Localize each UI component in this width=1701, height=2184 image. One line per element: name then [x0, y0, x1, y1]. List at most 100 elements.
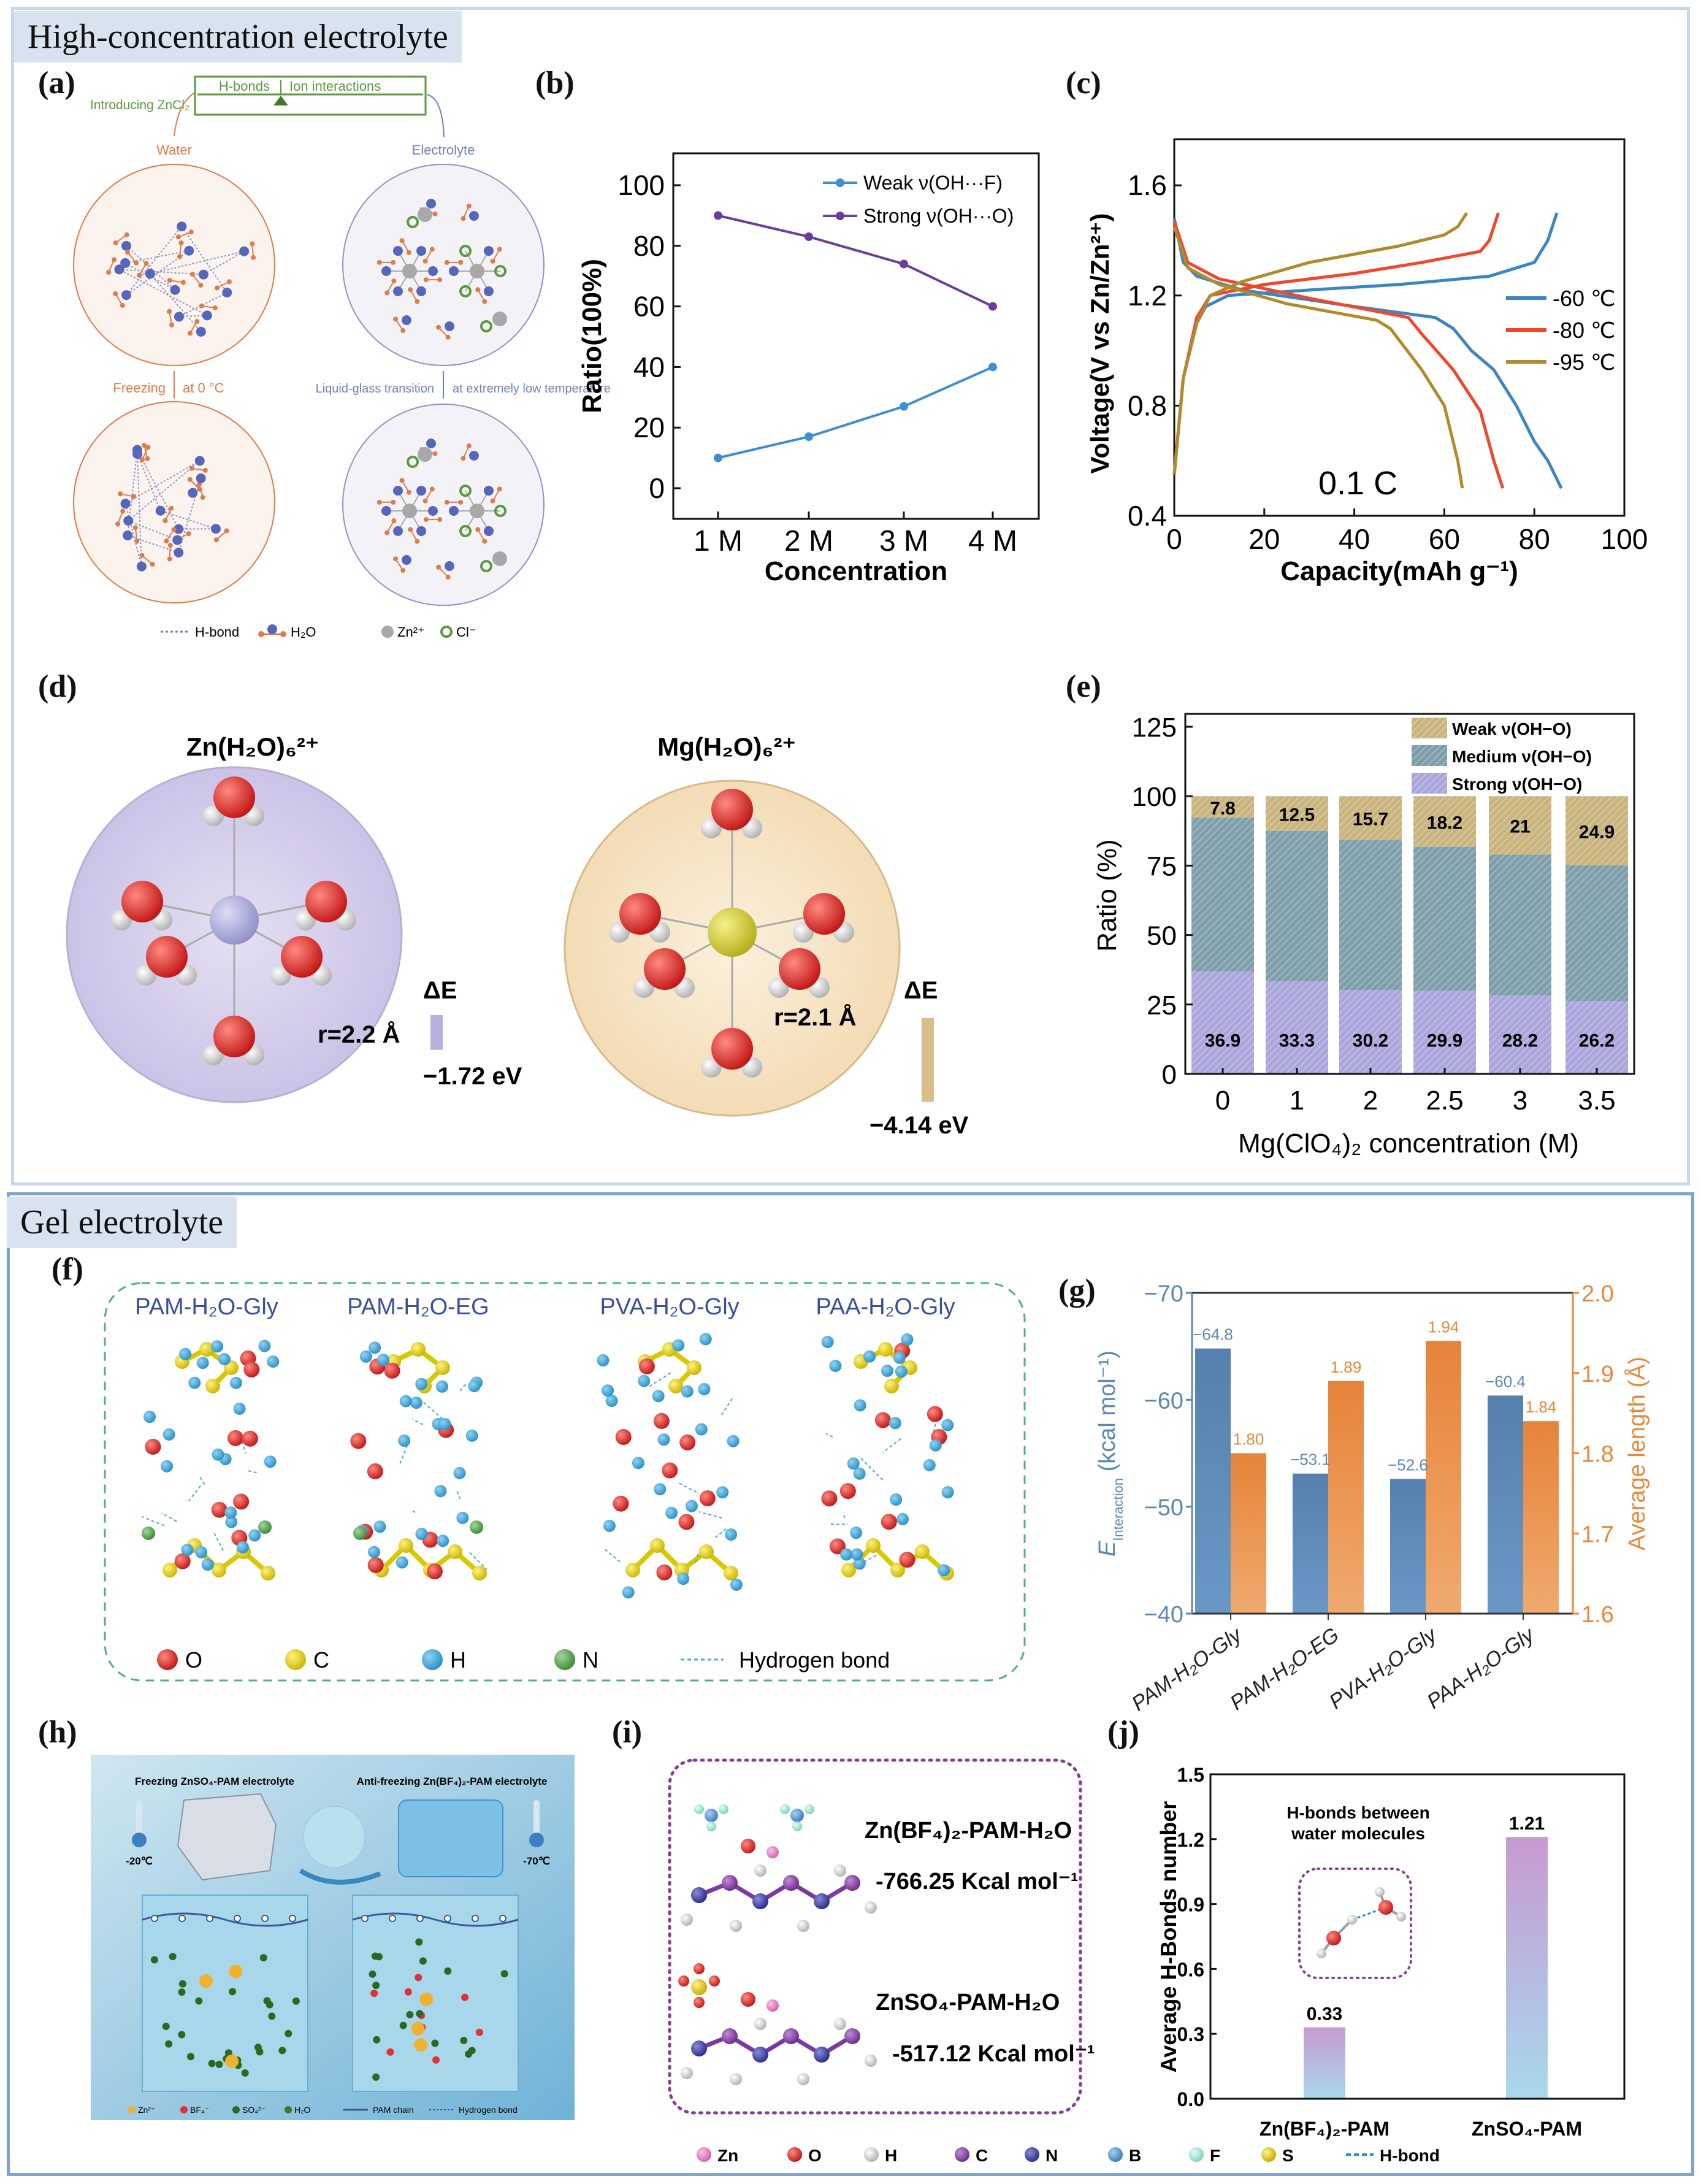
- oxygen-atom: [416, 526, 426, 536]
- legend-h2o-icon: [285, 2106, 292, 2113]
- hydrogen-atom: [115, 521, 121, 527]
- hydrogen-atom: [632, 1457, 644, 1469]
- zinc-ion: [402, 264, 417, 278]
- panel-label-i: (i): [612, 1715, 643, 1750]
- zinc-ion: [418, 207, 432, 222]
- bar-value-label: −52.6: [1388, 1455, 1428, 1474]
- structure-title-1: PAM-H₂O-Gly: [135, 1294, 278, 1320]
- top-complex-energy: -766.25 Kcal mol⁻¹: [876, 1869, 1079, 1895]
- hydrogen-atom: [113, 291, 118, 296]
- glass-circle: [342, 404, 545, 606]
- bar: [1304, 2027, 1345, 2099]
- hydrogen-bond: [843, 1512, 846, 1519]
- oxygen-atom: [393, 246, 403, 256]
- hydrogen-atom: [187, 477, 193, 482]
- hydrogen-atom: [406, 489, 411, 495]
- legend-o-icon: [157, 1649, 178, 1670]
- legend-bf4-label: BF₄⁻: [190, 2105, 209, 2115]
- hydrogen-bond: [678, 1482, 700, 1495]
- chart-b-ratio-vs-concentration: 0 20 40 60 80 100 1 M 2 M 3 M 4 M Concentration Rat…: [577, 152, 1040, 586]
- bar-hatch: [1565, 1001, 1628, 1074]
- hydrogen-atom: [853, 1557, 866, 1570]
- y-axis-label: Average H-Bonds number: [1156, 1801, 1181, 2073]
- hydrogen-atom: [853, 1467, 866, 1480]
- balance-left-label: H-bonds: [219, 79, 270, 94]
- bar-hatch: [1565, 865, 1628, 1002]
- panel-i-structures: Zn(BF₄)₂-PAM-H₂O -766.25 Kcal mol⁻¹ ZnSO…: [668, 1758, 1095, 2115]
- bar-hatch: [1489, 854, 1551, 996]
- sulfate-molecule: [178, 2031, 186, 2039]
- oxygen-atom: [416, 246, 426, 256]
- chloride-ion: [459, 245, 472, 258]
- hydrogen-atom: [445, 574, 451, 580]
- oxygen-atom: [644, 948, 686, 990]
- h-bond: [137, 454, 142, 567]
- oxygen-atom: [381, 266, 391, 276]
- legend-s-icon: [1261, 2147, 1276, 2162]
- mg-energy-bar: [922, 1018, 934, 1102]
- hydrogen-atom: [396, 1556, 408, 1569]
- hydrogen-atom: [189, 272, 195, 277]
- oxygen-atom: [653, 1412, 670, 1429]
- ion-molecule: [444, 1967, 452, 1975]
- hydrogen-atom: [143, 1411, 156, 1423]
- y-tick-label-right: 1.7: [1581, 1522, 1614, 1547]
- hydrogen-atom: [384, 530, 390, 535]
- at-zero-label: at 0 °C: [183, 380, 224, 396]
- oxygen-atom: [123, 516, 134, 526]
- legend-zn-icon: [128, 2106, 136, 2113]
- panel-a-schematic: H-bonds Ion interactions Introducing ZnC…: [73, 75, 611, 640]
- oxygen-atom: [367, 1557, 384, 1573]
- panel-f-structures: PAM-H₂O-Gly PAM-H₂O-EG PVA-H₂O-Gly PAA-H…: [104, 1282, 1026, 1682]
- x-tick-label: 3 M: [879, 525, 928, 557]
- hydrogen-atom: [923, 1458, 936, 1471]
- hydrogen-atom: [258, 1339, 271, 1352]
- top-complex-name: Zn(BF₄)₂-PAM-H₂O: [865, 1818, 1072, 1844]
- legend-zn-label: Zn²⁺: [397, 624, 425, 640]
- bar-hatch: [1266, 981, 1328, 1074]
- bar-value-label: 24.9: [1579, 822, 1615, 843]
- introducing-label: Introducing ZnCl₂: [90, 98, 189, 112]
- chain-node: [234, 1915, 241, 1922]
- hydrogen-atom: [437, 1535, 449, 1547]
- hydrogen-atom: [171, 527, 177, 532]
- hydrogen-atom: [730, 1920, 742, 1932]
- bar-value-label: 28.2: [1502, 1031, 1538, 1051]
- oxygen-atom: [656, 1564, 673, 1581]
- bar-hatch: [1413, 846, 1476, 991]
- bar-value-label: 1.94: [1428, 1317, 1459, 1336]
- legend-zn-label: Zn²⁺: [138, 2105, 155, 2115]
- oxygen-atom: [469, 211, 479, 221]
- y-tick-label-right: 1.9: [1581, 1362, 1614, 1387]
- hydrogen-atom: [198, 283, 204, 288]
- panel-label-h: (h): [38, 1715, 77, 1750]
- hydrogen-atom: [408, 527, 413, 532]
- oxygen-atom: [416, 486, 426, 496]
- hydrogen-atom: [224, 528, 229, 534]
- structure-title-3: PVA-H₂O-Gly: [600, 1294, 739, 1320]
- chloride-ion: [459, 524, 472, 537]
- hydrogen-atom: [201, 1558, 214, 1571]
- oxygen-atom: [821, 1490, 838, 1507]
- y-tick-label-left: −70: [1144, 1281, 1183, 1307]
- hydrogen-atom: [490, 258, 495, 264]
- carbon-atom: [625, 1563, 640, 1577]
- hydrogen-atom: [437, 517, 443, 523]
- atom: [1317, 1948, 1326, 1958]
- data-point: [805, 232, 813, 241]
- y-axis-label: Voltage(V vs Zn/Zn²⁺): [1085, 213, 1114, 473]
- series-discharge-curve: [1172, 226, 1464, 489]
- oxygen-atom: [174, 312, 184, 322]
- hydrogen-bond: [858, 1455, 884, 1481]
- sulfate-molecule: [229, 1988, 237, 1996]
- hydrogen-atom: [881, 1365, 894, 1377]
- zinc-ion: [419, 1992, 434, 2006]
- sulfate-molecule: [162, 2022, 170, 2030]
- ion-molecule: [415, 1974, 422, 1982]
- bar-hatch: [1339, 796, 1402, 840]
- hydrogen-atom: [199, 303, 204, 308]
- carbon-atom: [841, 1563, 856, 1577]
- hydrogen-atom: [225, 1515, 238, 1528]
- oxygen-atom: [121, 240, 131, 251]
- legend-o-label: O: [185, 1647, 202, 1672]
